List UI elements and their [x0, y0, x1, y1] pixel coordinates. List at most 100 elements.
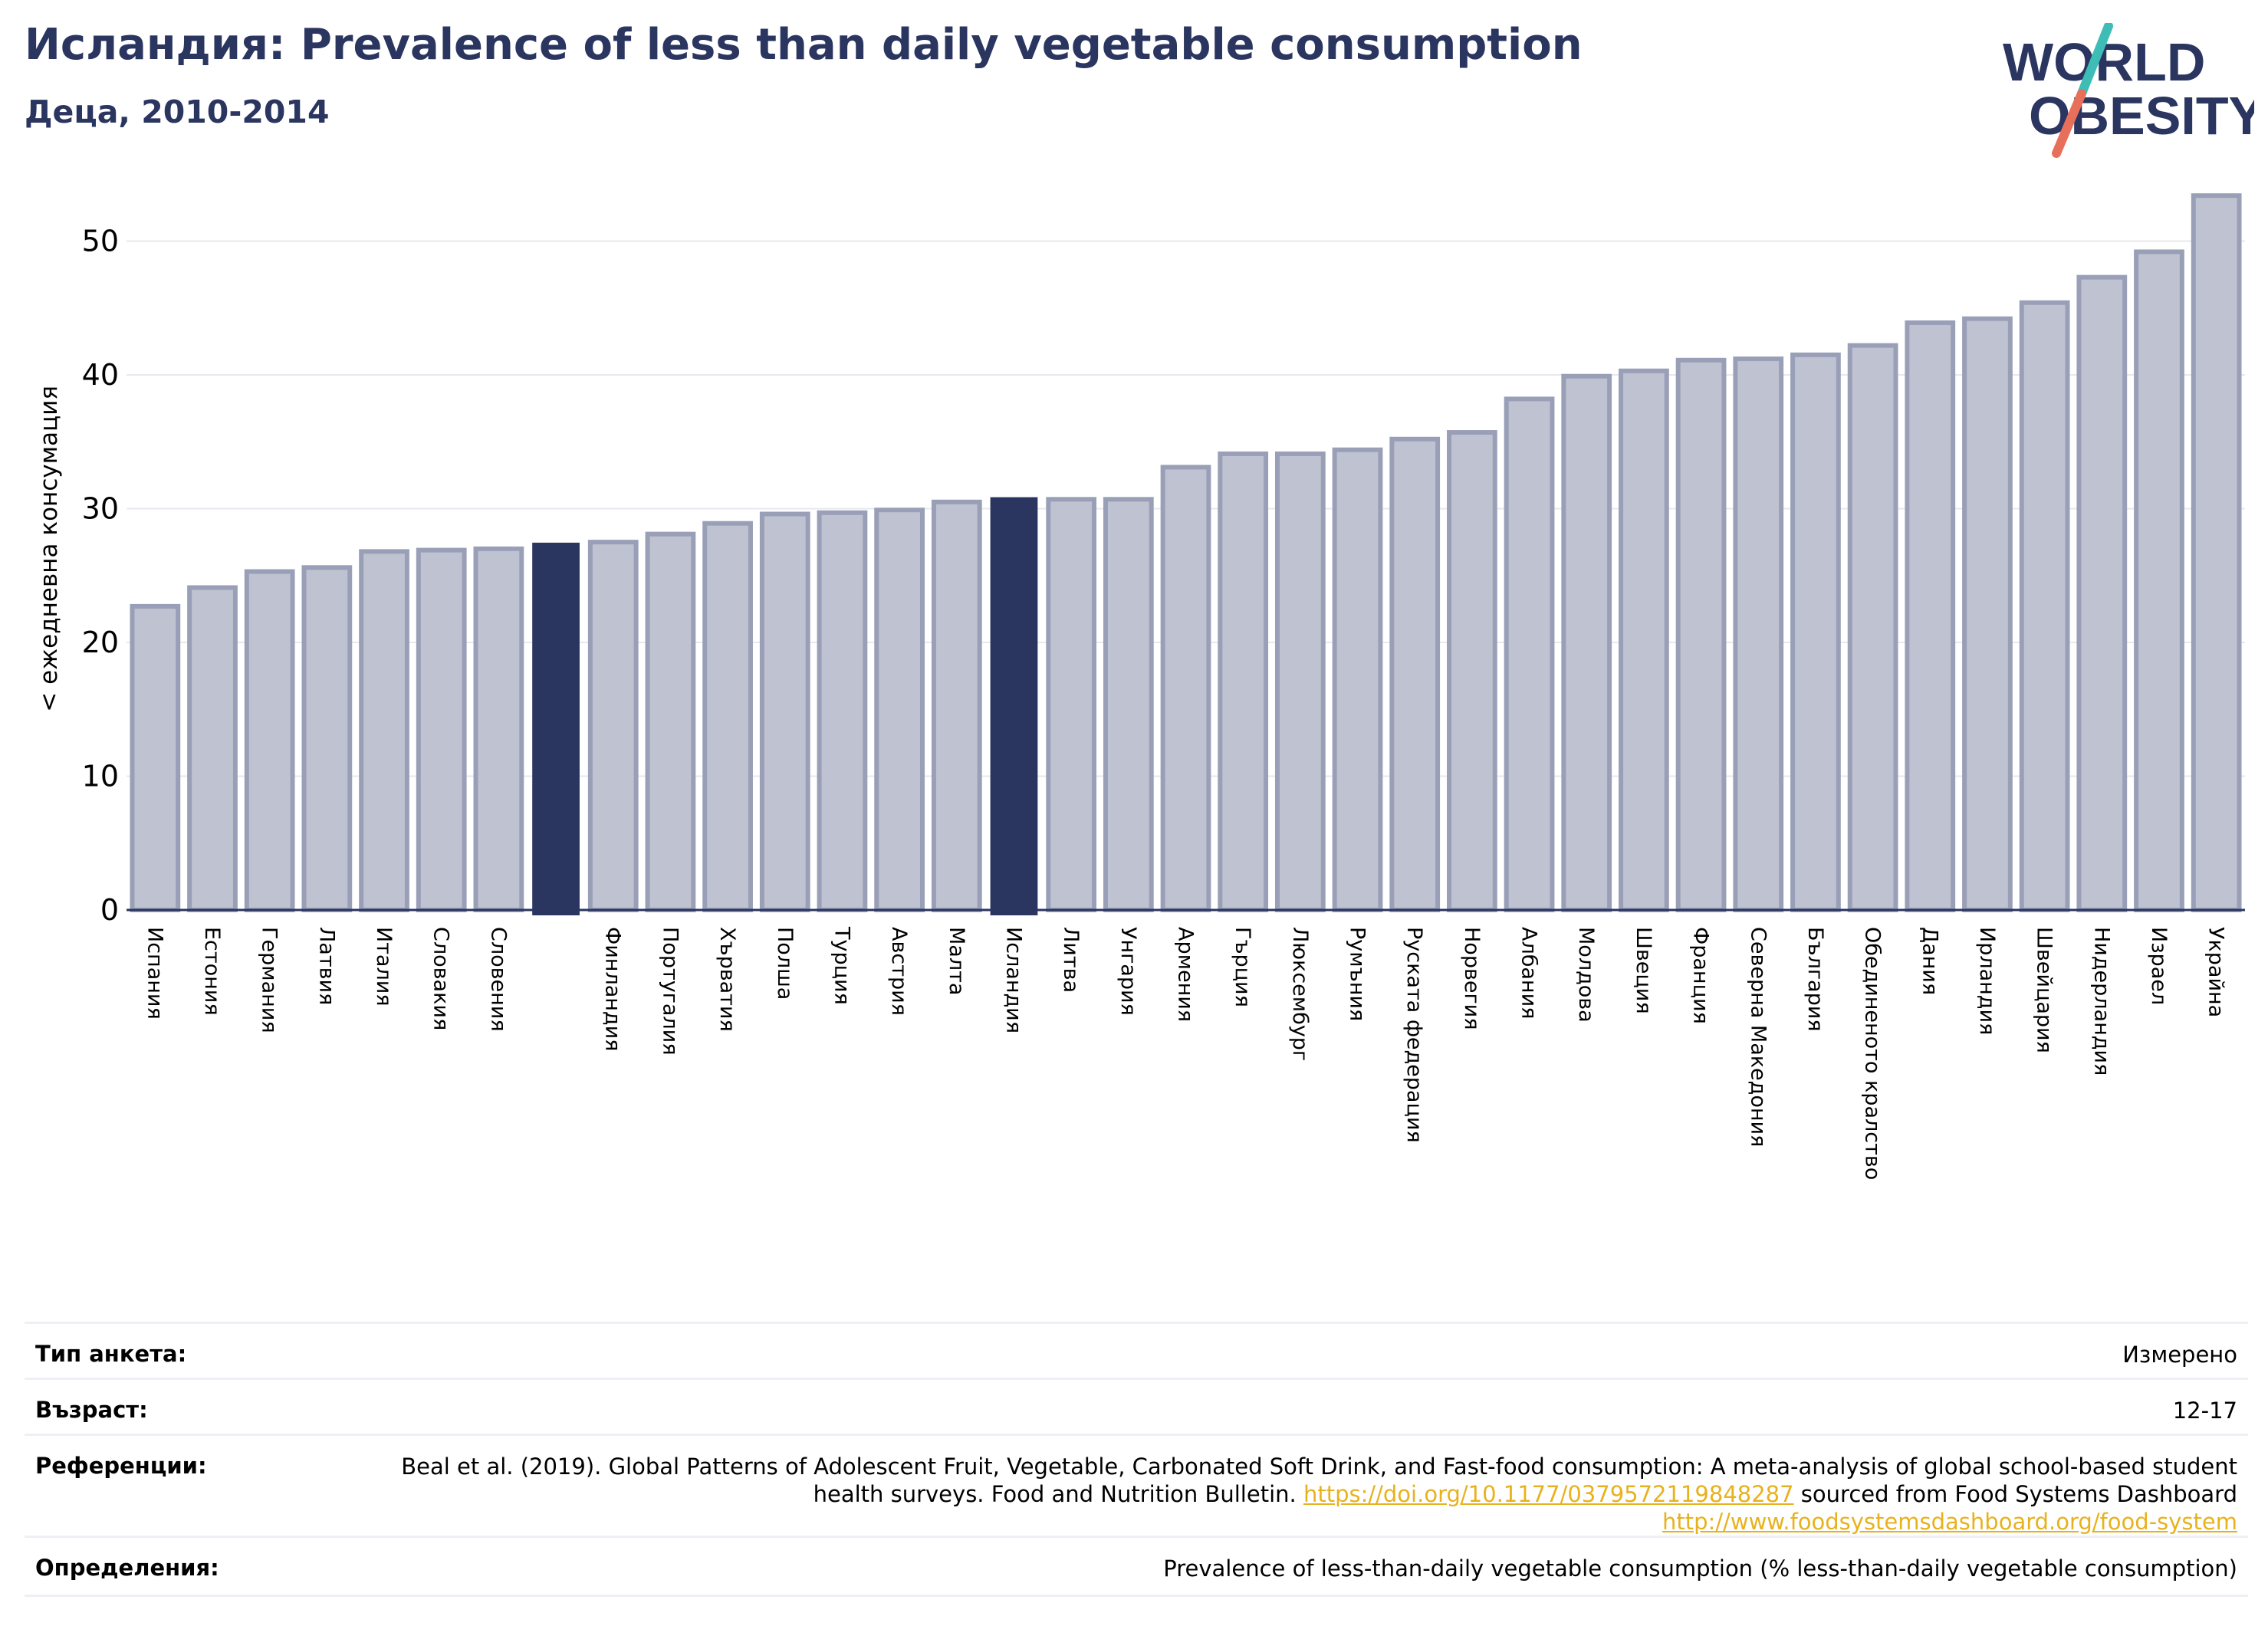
bar — [2076, 274, 2128, 912]
bar — [817, 510, 868, 912]
y-tick-label: 40 — [82, 358, 119, 392]
survey-type-label: Тип анкета: — [35, 1341, 187, 1367]
references-text-2: sourced from Food Systems Dashboard — [1793, 1481, 2237, 1507]
bar — [1389, 436, 1441, 912]
definitions-label: Определения: — [35, 1555, 219, 1581]
x-tick-label: Австрия — [887, 927, 911, 1016]
bar — [1905, 320, 1956, 912]
bar — [874, 508, 925, 912]
x-tick-label: Литва — [1059, 927, 1083, 993]
bar — [759, 511, 810, 912]
references-text-1: Beal et al. (2019). Global Patterns of A… — [401, 1454, 2237, 1507]
bar — [2191, 193, 2242, 913]
x-tick-label: Малта — [945, 927, 968, 995]
x-tick-label: Испания — [143, 927, 166, 1020]
x-tick-label: Италия — [372, 927, 396, 1007]
bar — [1675, 357, 1727, 912]
definitions-value: Prevalence of less-than-daily vegetable … — [1163, 1555, 2237, 1582]
x-tick-label: Франция — [1689, 927, 1713, 1024]
age-value: 12-17 — [2172, 1398, 2237, 1424]
bar — [1619, 368, 1669, 912]
x-tick-label: Нидерландия — [2089, 927, 2113, 1076]
x-tick-label: Хърватия — [715, 927, 739, 1032]
bar — [931, 499, 982, 912]
bar — [1847, 343, 1898, 912]
x-tick-label: Швейцария — [2033, 927, 2056, 1053]
bar — [1274, 451, 1326, 912]
bar — [1103, 497, 1154, 912]
x-tick-label: Дания — [1918, 927, 1941, 995]
bar — [1561, 373, 1612, 912]
x-tick-label: Латвия — [314, 927, 338, 1005]
bar — [645, 531, 696, 913]
bar — [187, 585, 238, 913]
meta-row-references: Референции: Beal et al. (2019). Global P… — [25, 1434, 2248, 1536]
y-tick-label: 20 — [82, 626, 119, 659]
bar — [473, 546, 524, 912]
bar — [1218, 451, 1269, 912]
bar — [1046, 497, 1097, 912]
y-tick-label: 0 — [100, 893, 119, 927]
references-label: Референции: — [35, 1453, 207, 1479]
bar — [2019, 300, 2070, 912]
logo-slash-coral — [2052, 89, 2086, 158]
x-tick-label: Полша — [773, 927, 797, 1000]
bar — [1447, 430, 1497, 912]
bar — [301, 565, 353, 913]
y-tick-label: 10 — [82, 760, 119, 793]
age-label: Възраст: — [35, 1397, 148, 1423]
bar — [416, 547, 467, 912]
meta-row-survey-type: Тип анкета: Измерено — [25, 1322, 2248, 1378]
x-tick-label: Ирландия — [1975, 927, 1999, 1035]
x-tick-label: Румъния — [1346, 927, 1369, 1021]
bar — [1733, 356, 1784, 912]
bar — [1504, 396, 1555, 912]
x-tick-label: Германия — [258, 927, 281, 1033]
y-tick-label: 50 — [82, 225, 119, 258]
x-tick-label: Швеция — [1632, 927, 1655, 1014]
x-tick-label: Португалия — [658, 927, 682, 1055]
x-tick-label: Турция — [830, 926, 853, 1005]
x-tick-label: Северна Македония — [1746, 927, 1770, 1147]
bar — [130, 603, 181, 912]
x-tick-label: Исландия — [1001, 927, 1025, 1033]
x-tick-label: Норвегия — [1460, 927, 1484, 1030]
doi-link[interactable]: https://doi.org/10.1177/0379572119848287 — [1303, 1481, 1794, 1507]
bar — [702, 521, 753, 912]
bar — [2134, 249, 2184, 912]
x-tick-label: Обединеното кралство — [1861, 927, 1885, 1180]
bar — [1790, 352, 1841, 912]
x-tick-label: Естония — [200, 927, 224, 1016]
chart-title: Исландия: Prevalence of less than daily … — [25, 20, 1583, 70]
metadata-table: Тип анкета: Измерено Възраст: 12-17 Рефе… — [25, 1322, 2248, 1597]
highlighted-bar — [532, 542, 580, 915]
bar — [244, 569, 295, 912]
bar — [587, 540, 639, 912]
bar-chart: 0 10 20 30 40 50 < ежедневна консумация Испания… — [35, 193, 2245, 1180]
chart-subtitle: Деца, 2010-2014 — [25, 94, 330, 130]
x-tick-label: Словакия — [429, 927, 453, 1030]
references-value: Beal et al. (2019). Global Patterns of A… — [397, 1453, 2237, 1536]
highlighted-bar — [990, 497, 1038, 915]
bar — [1962, 316, 2013, 912]
y-tick-label: 30 — [82, 492, 119, 526]
x-tick-label: Украйна — [2204, 927, 2228, 1017]
x-tick-label: Молдова — [1574, 927, 1598, 1023]
x-tick-label: Армения — [1174, 927, 1198, 1022]
bar — [359, 549, 409, 913]
dashboard-link[interactable]: http://www.foodsystemsdashboard.org/food… — [1662, 1509, 2237, 1535]
x-tick-label: Израел — [2147, 927, 2171, 1005]
logo-slash-teal — [2077, 23, 2113, 98]
survey-type-value: Измерено — [2122, 1342, 2237, 1368]
bar — [1332, 447, 1383, 912]
x-tick-label: Финландия — [601, 927, 625, 1051]
x-tick-label: Руската федерация — [1402, 927, 1426, 1143]
world-obesity-logo: WORLD OBESITY — [2003, 23, 2254, 158]
bar — [1160, 465, 1211, 912]
x-tick-label: Гърция — [1231, 927, 1254, 1007]
y-axis-label: < ежедневна консумация — [35, 386, 63, 712]
x-tick-label: България — [1803, 927, 1827, 1032]
x-tick-label: Люксембург — [1288, 927, 1312, 1061]
meta-row-definitions: Определения: Prevalence of less-than-dai… — [25, 1536, 2248, 1597]
x-tick-label: Албания — [1517, 927, 1541, 1019]
